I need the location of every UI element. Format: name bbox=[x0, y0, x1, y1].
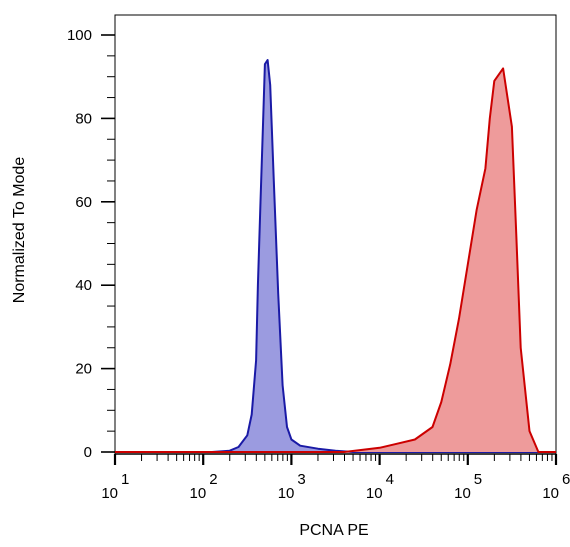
y-tick-label: 20 bbox=[75, 361, 92, 378]
y-tick-label: 60 bbox=[75, 194, 92, 211]
x-tick-exponent: 5 bbox=[474, 471, 482, 488]
y-axis: 0 20 40 60 80 100 bbox=[67, 27, 115, 461]
x-tick-label: 10 bbox=[278, 485, 295, 502]
x-tick-label: 10 bbox=[366, 485, 383, 502]
y-tick-label: 100 bbox=[67, 27, 92, 44]
y-tick-label: 80 bbox=[75, 110, 92, 127]
x-axis-title: PCNA PE bbox=[299, 522, 368, 539]
x-tick-label: 10 bbox=[454, 485, 471, 502]
y-axis-title: Normalized To Mode bbox=[11, 157, 28, 304]
series-2-area bbox=[115, 68, 556, 453]
x-tick-label: 10 bbox=[101, 485, 118, 502]
x-tick-exponent: 4 bbox=[386, 471, 394, 488]
x-tick-exponent: 6 bbox=[562, 471, 570, 488]
y-tick-label: 40 bbox=[75, 277, 92, 294]
x-tick-label: 10 bbox=[190, 485, 207, 502]
series-layer bbox=[115, 59, 556, 453]
x-tick-exponent: 2 bbox=[209, 471, 217, 488]
x-tick-exponent: 1 bbox=[121, 471, 129, 488]
series-2-line bbox=[115, 67, 556, 453]
x-tick-exponent: 3 bbox=[297, 471, 305, 488]
y-tick-label: 0 bbox=[84, 444, 92, 461]
x-tick-label: 10 bbox=[542, 485, 559, 502]
series-1-line bbox=[115, 59, 556, 453]
